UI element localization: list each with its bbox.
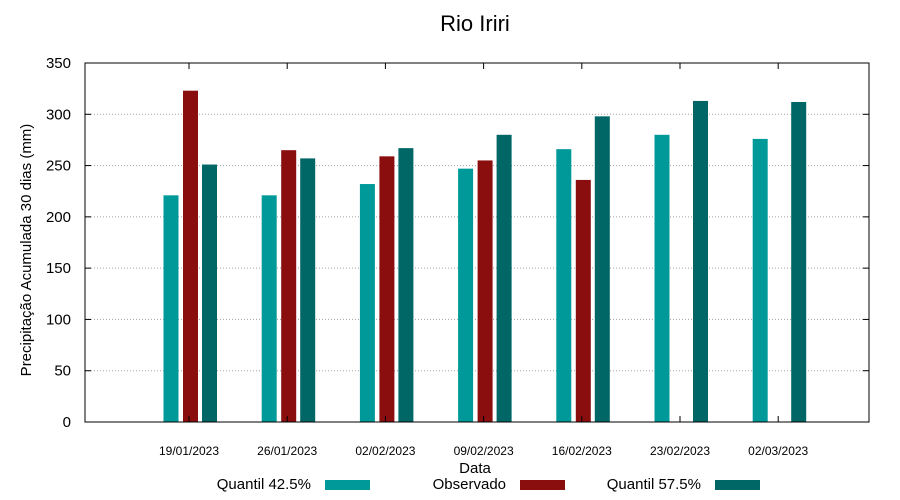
bars [163, 90, 807, 423]
x-tick-label: 23/02/2023 [650, 444, 710, 458]
bar-observado-1 [281, 150, 297, 422]
legend-label: Observado [433, 476, 506, 493]
x-axis-ticks: 19/01/2023 26/01/2023 02/02/2023 09/02/2023… [159, 63, 809, 458]
y-axis-ticks: 0 50 100 150 200 250 300 350 [46, 55, 869, 431]
y-tick-label: 300 [46, 106, 71, 123]
bar-quantil-0 [202, 164, 217, 422]
x-axis-label: Data [459, 460, 491, 477]
bar-quantil-3 [458, 168, 474, 422]
bar-quantil-1 [300, 158, 316, 423]
bar-observado-3 [477, 160, 493, 422]
bar-quantil-5 [693, 100, 708, 423]
y-tick-label: 50 [54, 363, 71, 380]
x-tick-label: 02/03/2023 [748, 444, 808, 458]
legend-label: Quantil 42.5% [217, 476, 311, 493]
y-tick-label: 100 [46, 311, 71, 328]
bar-observado-0 [183, 90, 198, 423]
bar-observado-2 [379, 156, 395, 422]
y-tick-label: 200 [46, 209, 71, 226]
bar-quantil-4 [556, 149, 572, 422]
y-tick-label: 250 [46, 158, 71, 175]
chart-title: Rio Iriri [440, 11, 510, 36]
bar-quantil-3 [496, 134, 512, 423]
x-tick-label: 16/02/2023 [552, 444, 612, 458]
x-tick-label: 09/02/2023 [454, 444, 514, 458]
x-tick-label: 02/02/2023 [355, 444, 415, 458]
bar-quantil-4 [594, 116, 610, 422]
bar-quantil-2 [359, 184, 375, 422]
legend-label: Quantil 57.5% [607, 476, 701, 493]
bar-quantil-5 [654, 134, 670, 423]
legend-swatch [325, 480, 370, 490]
bar-quantil-6 [791, 101, 807, 422]
x-tick-label: 26/01/2023 [257, 444, 317, 458]
y-axis-label: Precipitação Acumulada 30 dias (mm) [18, 124, 35, 377]
legend-swatch [520, 480, 565, 490]
bar-quantil-1 [261, 195, 277, 422]
x-tick-label: 19/01/2023 [159, 444, 219, 458]
bar-quantil-2 [398, 148, 414, 423]
bar-quantil-0 [163, 195, 179, 422]
legend: Quantil 42.5% Observado Quantil 57.5% [217, 476, 760, 493]
y-tick-label: 0 [63, 414, 71, 431]
y-tick-label: 350 [46, 55, 71, 72]
y-tick-label: 150 [46, 260, 71, 277]
legend-swatch [715, 480, 760, 490]
bar-observado-4 [575, 179, 591, 422]
plot-frame [84, 62, 870, 423]
bar-quantil-6 [752, 138, 768, 422]
